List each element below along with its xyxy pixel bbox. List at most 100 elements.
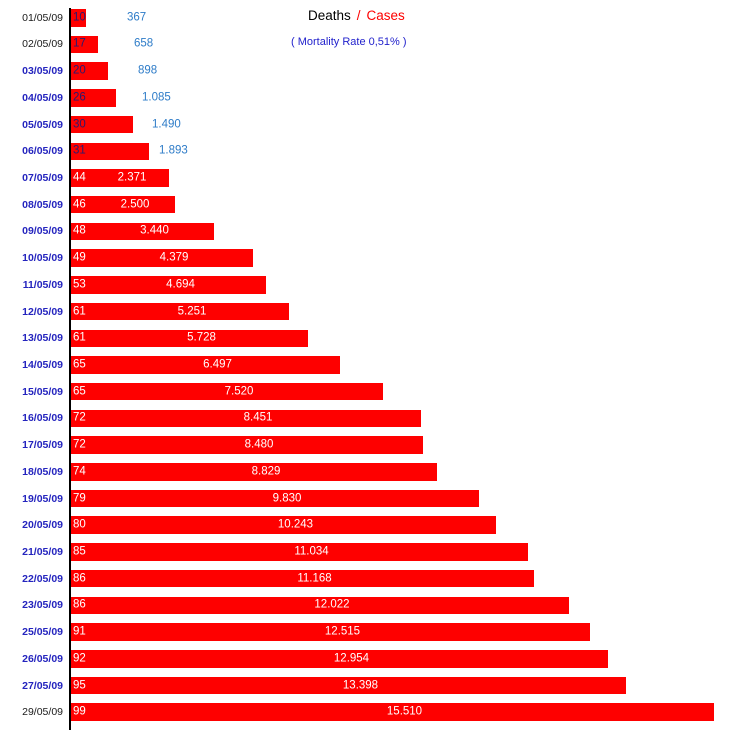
deaths-value: 91 — [73, 625, 86, 638]
cases-bar: 17 — [71, 35, 98, 54]
date-label: 01/05/09 — [22, 11, 63, 24]
deaths-value: 99 — [73, 705, 86, 718]
deaths-value: 26 — [73, 91, 86, 104]
deaths-value: 46 — [73, 197, 86, 210]
deaths-value: 49 — [73, 251, 86, 264]
cases-value: 10.243 — [277, 518, 314, 531]
date-label: 20/05/09 — [22, 519, 63, 532]
date-label: 29/05/09 — [22, 706, 63, 719]
bar-row: 15/05/09 65 7.520 — [0, 382, 750, 401]
deaths-value: 86 — [73, 571, 86, 584]
cases-bar: 49 4.379 — [71, 249, 253, 267]
date-label: 07/05/09 — [22, 172, 63, 184]
deaths-value: 17 — [73, 37, 86, 50]
deaths-value: 72 — [73, 438, 86, 451]
date-label: 03/05/09 — [22, 65, 63, 78]
cases-bar: 85 11.034 — [71, 543, 528, 561]
cases-bar: 72 8.480 — [71, 436, 423, 454]
bar-row: 17/05/09 72 8.480 — [0, 436, 750, 454]
date-label: 17/05/09 — [22, 439, 63, 452]
cases-value: 8.829 — [251, 465, 281, 478]
cases-value: 6.497 — [203, 358, 232, 371]
cases-bar: 20 — [71, 62, 108, 80]
cases-bar: 95 13.398 — [71, 676, 626, 695]
deaths-value: 31 — [73, 144, 86, 157]
bar-row: 19/05/09 79 9.830 — [0, 489, 750, 508]
deaths-value: 10 — [73, 11, 86, 23]
legend-separator: / — [356, 8, 361, 23]
cases-value: 7.520 — [224, 384, 254, 397]
cases-bar: 91 12.515 — [71, 623, 590, 641]
deaths-value: 44 — [73, 171, 86, 184]
bar-row: 05/05/09 30 1.490 — [0, 115, 750, 134]
deaths-value: 95 — [73, 678, 86, 691]
bar-row: 06/05/09 31 1.893 — [0, 142, 750, 161]
cases-value: 12.954 — [333, 652, 370, 665]
cases-bar: 61 5.251 — [71, 302, 289, 321]
deaths-value: 53 — [73, 278, 86, 291]
deaths-value: 74 — [73, 465, 86, 478]
bar-row: 26/05/09 92 12.954 — [0, 650, 750, 668]
cases-bar: 72 8.451 — [71, 409, 421, 428]
cases-value: 9.830 — [272, 491, 302, 504]
date-label: 02/05/09 — [22, 38, 63, 51]
date-label: 06/05/09 — [22, 145, 63, 158]
cases-value: 3.440 — [140, 224, 169, 237]
bar-row: 20/05/09 80 10.243 — [0, 516, 750, 534]
deaths-value: 61 — [73, 304, 86, 317]
cases-bar: 10 — [71, 9, 86, 27]
date-label: 22/05/09 — [22, 572, 63, 585]
date-label: 25/05/09 — [22, 626, 63, 639]
date-label: 05/05/09 — [22, 118, 63, 131]
deaths-value: 92 — [73, 652, 86, 665]
date-label: 19/05/09 — [22, 492, 63, 505]
cases-value: 1.893 — [159, 144, 188, 157]
cases-bar: 31 — [71, 142, 149, 161]
date-label: 10/05/09 — [22, 252, 63, 265]
date-label: 21/05/09 — [22, 545, 63, 558]
bar-row: 27/05/09 95 13.398 — [0, 676, 750, 695]
bar-row: 07/05/09 44 2.371 — [0, 169, 750, 187]
bar-row: 03/05/09 20 898 — [0, 62, 750, 80]
date-label: 23/05/09 — [22, 599, 63, 612]
bar-row: 04/05/09 26 1.085 — [0, 89, 750, 107]
cases-value: 1.085 — [142, 91, 171, 104]
bar-row: 08/05/09 46 2.500 — [0, 195, 750, 214]
cases-value: 898 — [138, 64, 158, 77]
deaths-value: 72 — [73, 411, 86, 424]
bar-row: 02/05/09 17 658 — [0, 35, 750, 54]
date-label: 18/05/09 — [22, 465, 63, 478]
deaths-value: 86 — [73, 598, 86, 611]
cases-value: 13.398 — [342, 678, 379, 691]
cases-value: 367 — [127, 11, 147, 23]
cases-bar: 99 15.510 — [71, 703, 714, 721]
cases-value: 12.515 — [324, 625, 361, 638]
deaths-value: 48 — [73, 224, 86, 237]
cases-value: 11.034 — [294, 545, 329, 558]
bar-row: 01/05/09 10 367 — [0, 9, 750, 27]
mortality-rate-note: ( Mortality Rate 0,51% ) — [291, 36, 407, 48]
cases-bar: 65 6.497 — [71, 356, 340, 374]
cases-value: 15.510 — [386, 705, 423, 718]
deaths-value: 65 — [73, 384, 86, 397]
cases-bar: 26 — [71, 89, 116, 107]
bar-row: 09/05/09 48 3.440 — [0, 222, 750, 241]
cases-value: 2.500 — [120, 197, 150, 210]
date-label: 09/05/09 — [22, 225, 63, 238]
cases-value: 658 — [134, 37, 154, 50]
bar-row: 25/05/09 91 12.515 — [0, 623, 750, 641]
date-label: 14/05/09 — [22, 358, 63, 371]
deaths-value: 85 — [73, 545, 86, 558]
cases-value: 12.022 — [314, 598, 350, 611]
deaths-value: 65 — [73, 358, 86, 371]
cases-value: 5.728 — [187, 331, 216, 344]
cases-bar: 86 11.168 — [71, 569, 534, 588]
cases-value: 11.168 — [297, 571, 332, 584]
date-label: 12/05/09 — [22, 305, 63, 318]
deaths-value: 61 — [73, 331, 86, 344]
bar-row: 14/05/09 65 6.497 — [0, 356, 750, 374]
cases-bar: 92 12.954 — [71, 650, 608, 668]
deaths-value: 30 — [73, 117, 86, 130]
cases-value: 8.480 — [244, 438, 274, 451]
